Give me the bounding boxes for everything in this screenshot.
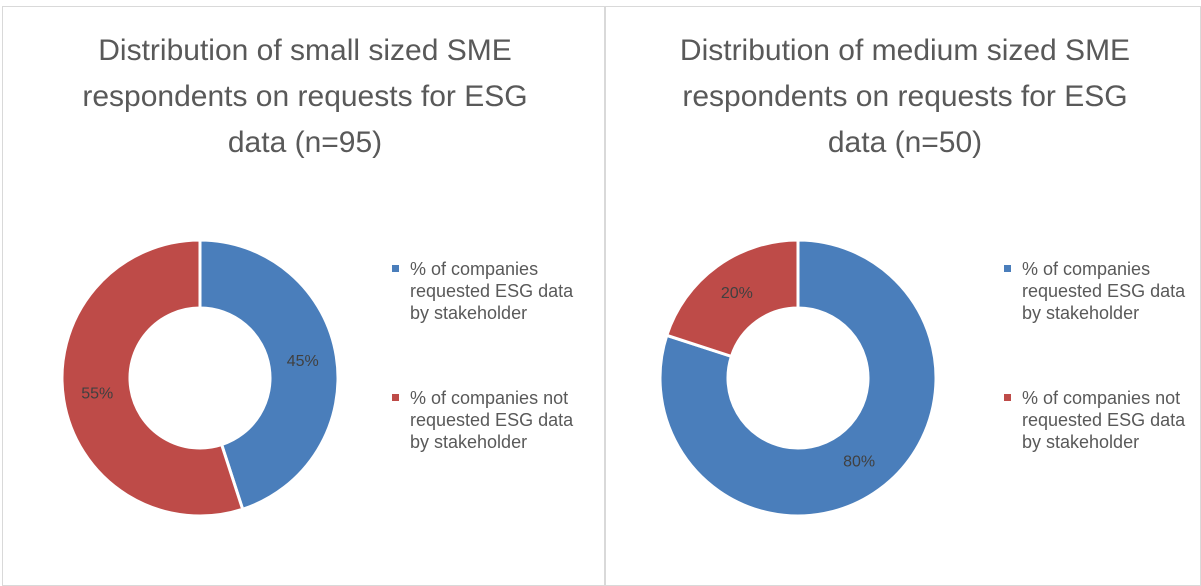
legend-entry: % of companies not requested ESG data by…	[392, 387, 575, 453]
data-label: 20%	[721, 285, 753, 302]
donut-slice	[198, 238, 340, 512]
legend-entry: % of companies not requested ESG data by…	[1004, 387, 1187, 453]
data-label: 55%	[81, 385, 113, 402]
legend-swatch	[392, 394, 399, 401]
data-label: 45%	[287, 353, 319, 370]
donut-slice	[664, 238, 800, 359]
legend-label: % of companies not requested ESG data by…	[410, 388, 574, 452]
legend-swatch	[392, 265, 399, 272]
legend-entry: % of companies requested ESG data by sta…	[392, 258, 575, 324]
legend-label: % of companies not requested ESG data by…	[1022, 388, 1186, 452]
legend-label: % of companies requested ESG data by sta…	[1022, 259, 1186, 323]
data-label: 80%	[843, 453, 875, 470]
chart-title: Distribution of small sized SME responde…	[82, 34, 528, 159]
legend-entry: % of companies requested ESG data by sta…	[1004, 258, 1187, 324]
chart-title: Distribution of medium sized SME respond…	[679, 34, 1131, 159]
donut-slice	[60, 238, 245, 518]
legend-swatch	[1004, 394, 1011, 401]
donut-slice	[658, 238, 938, 518]
legend-label: % of companies requested ESG data by sta…	[410, 259, 574, 323]
legend-swatch	[1004, 265, 1011, 272]
